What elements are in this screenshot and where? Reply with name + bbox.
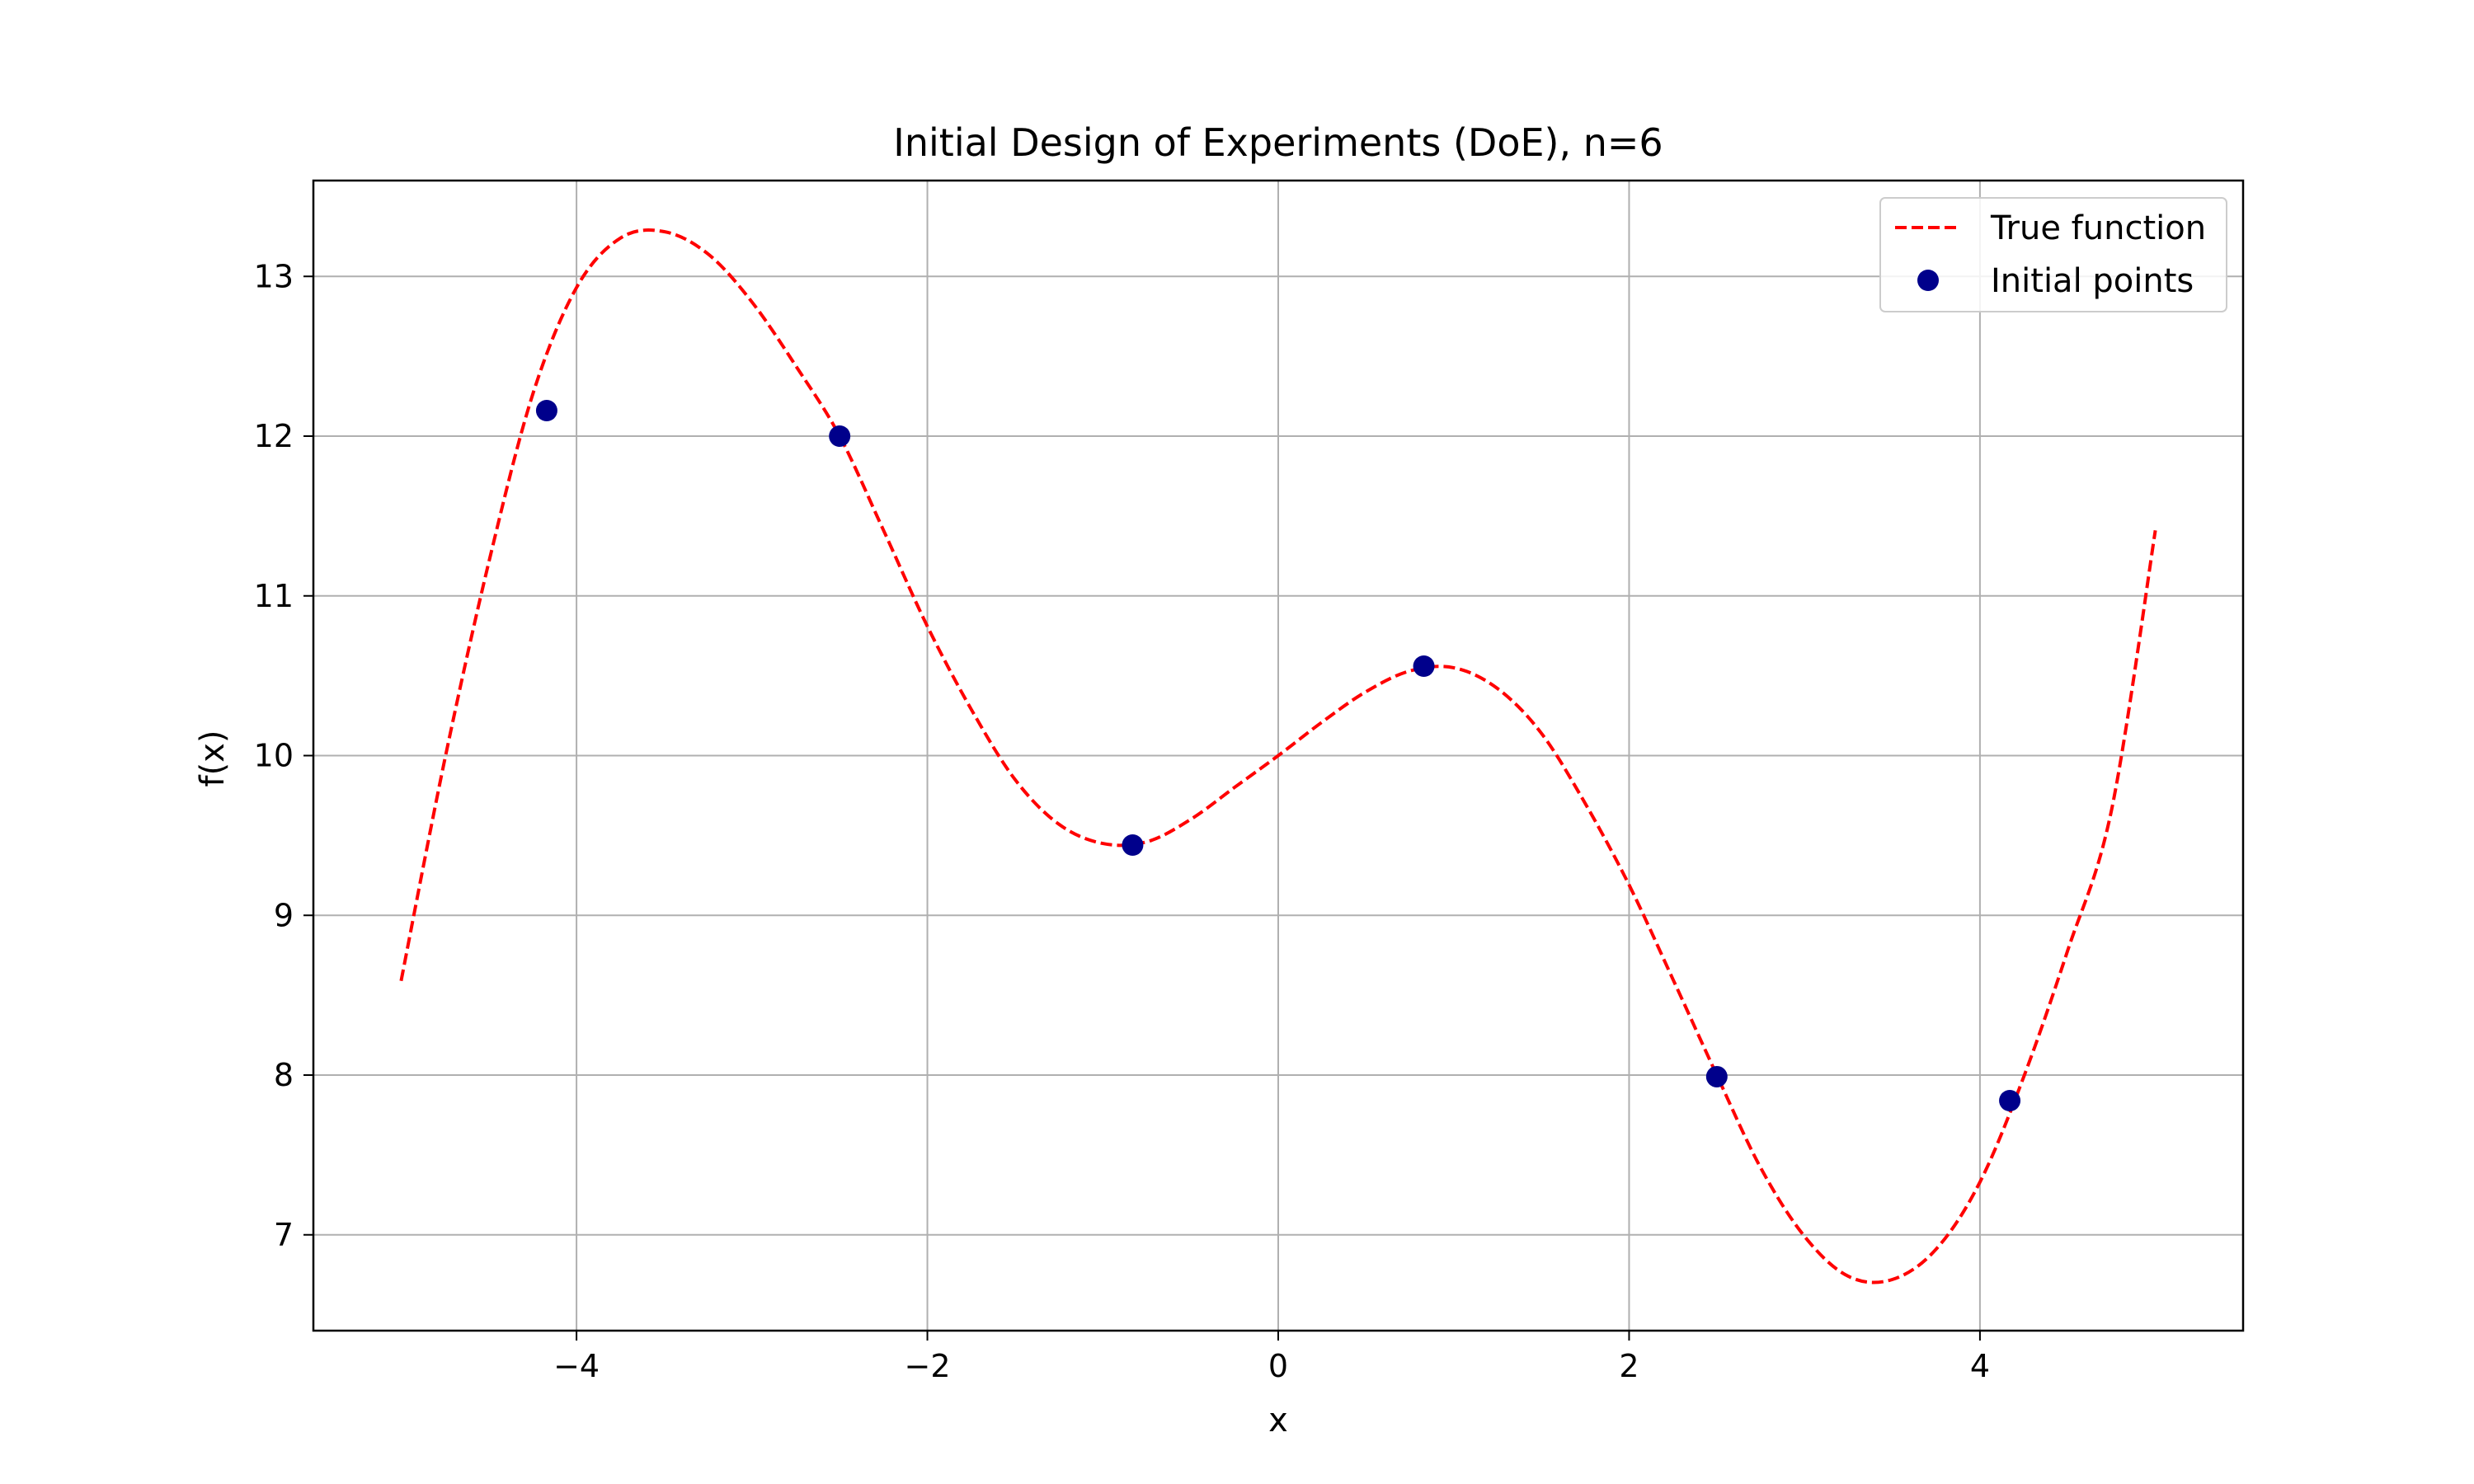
legend: True function Initial points <box>1879 197 2227 312</box>
legend-box <box>1879 197 2227 312</box>
initial-point-marker <box>1999 1090 2021 1111</box>
initial-point-marker <box>1705 1065 1728 1087</box>
initial-point-marker <box>535 400 557 421</box>
x-tick-label: 0 <box>1268 1348 1288 1384</box>
y-axis: 7 8 9 10 11 12 13 <box>254 258 313 1253</box>
x-tick-label: −2 <box>905 1348 951 1384</box>
x-tick-label: 2 <box>1619 1348 1639 1384</box>
y-tick-label: 10 <box>254 738 294 774</box>
initial-point-marker <box>1122 834 1144 856</box>
y-axis-title: f(x) <box>194 730 232 787</box>
chart-title: Initial Design of Experiments (DoE), n=6 <box>893 120 1663 165</box>
x-tick-label: 4 <box>1970 1348 1990 1384</box>
initial-point-marker <box>1413 655 1435 677</box>
y-tick-label: 11 <box>254 578 294 614</box>
y-tick-label: 8 <box>274 1057 294 1093</box>
y-tick-label: 7 <box>274 1217 294 1253</box>
x-tick-label: −4 <box>553 1348 600 1384</box>
true-function-line <box>399 228 2157 1284</box>
y-tick-label: 13 <box>254 258 294 294</box>
initial-point-marker <box>829 425 851 447</box>
legend-label-initial-points: Initial points <box>1991 262 2194 300</box>
plot-series <box>399 228 2157 1284</box>
x-axis: −4 −2 0 2 4 <box>553 1331 1990 1384</box>
x-axis-title: x <box>1268 1402 1288 1439</box>
legend-marker-swatch <box>1917 270 1939 291</box>
y-tick-label: 9 <box>274 897 294 933</box>
y-tick-label: 12 <box>254 418 294 454</box>
legend-label-true-function: True function <box>1990 209 2206 247</box>
